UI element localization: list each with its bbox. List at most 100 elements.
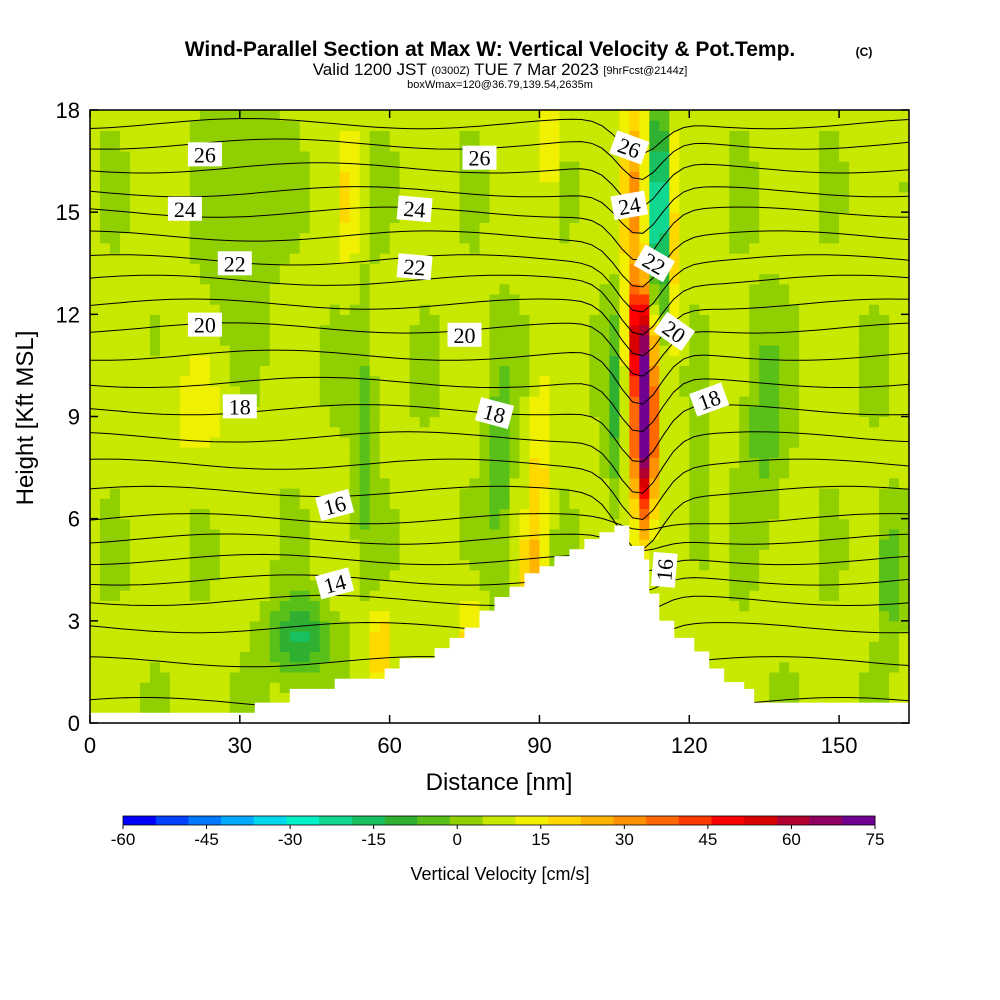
velocity-cell xyxy=(309,477,321,489)
velocity-cell xyxy=(469,344,481,356)
velocity-cell xyxy=(509,518,521,530)
velocity-cell xyxy=(149,477,161,489)
velocity-cell xyxy=(319,518,331,530)
velocity-cell xyxy=(189,549,201,561)
velocity-cell xyxy=(269,263,281,275)
velocity-cell xyxy=(279,242,291,254)
velocity-cell xyxy=(379,304,391,315)
velocity-cell xyxy=(799,304,810,315)
velocity-cell xyxy=(549,273,561,285)
velocity-cell xyxy=(739,590,750,601)
velocity-cell xyxy=(859,365,870,377)
velocity-cell xyxy=(299,518,311,530)
velocity-cell xyxy=(819,304,830,315)
velocity-cell xyxy=(849,283,860,295)
velocity-cell xyxy=(489,385,501,397)
velocity-cell xyxy=(379,130,391,142)
velocity-cell xyxy=(189,406,201,418)
velocity-cell xyxy=(619,263,630,275)
velocity-cell xyxy=(799,253,810,264)
velocity-cell xyxy=(809,212,820,223)
velocity-cell xyxy=(299,498,311,510)
velocity-cell xyxy=(669,610,680,622)
velocity-cell xyxy=(809,559,820,571)
velocity-cell xyxy=(849,375,860,387)
velocity-cell xyxy=(529,314,541,326)
velocity-cell xyxy=(90,528,101,540)
velocity-cell xyxy=(859,406,870,418)
velocity-cell xyxy=(489,498,501,510)
velocity-cell xyxy=(709,579,720,591)
velocity-cell xyxy=(789,600,800,612)
velocity-cell xyxy=(139,620,151,632)
velocity-cell xyxy=(739,110,750,121)
velocity-cell xyxy=(349,283,361,295)
velocity-cell xyxy=(849,508,860,520)
velocity-cell xyxy=(509,385,521,397)
velocity-cell xyxy=(849,549,860,561)
velocity-cell xyxy=(169,682,181,693)
velocity-cell xyxy=(809,406,820,418)
velocity-cell xyxy=(769,528,780,540)
velocity-cell xyxy=(769,661,780,673)
velocity-cell xyxy=(369,161,381,172)
velocity-cell xyxy=(509,150,521,162)
velocity-cell xyxy=(729,365,740,377)
velocity-cell xyxy=(249,191,261,203)
velocity-cell xyxy=(249,518,261,530)
velocity-cell xyxy=(769,222,780,234)
velocity-cell xyxy=(269,610,281,622)
velocity-cell xyxy=(709,161,720,172)
velocity-cell xyxy=(399,110,411,121)
velocity-cell xyxy=(519,416,531,428)
velocity-cell xyxy=(719,375,730,387)
velocity-cell xyxy=(729,671,740,683)
velocity-cell xyxy=(289,610,301,622)
velocity-cell xyxy=(739,671,750,683)
velocity-cell xyxy=(759,447,770,458)
velocity-cell xyxy=(869,130,880,142)
velocity-cell xyxy=(349,416,361,428)
velocity-cell xyxy=(269,406,281,418)
velocity-cell xyxy=(279,426,291,438)
velocity-cell xyxy=(479,334,491,346)
velocity-cell xyxy=(549,457,561,469)
velocity-cell xyxy=(429,293,441,305)
velocity-cell xyxy=(539,365,551,377)
velocity-cell xyxy=(459,477,471,489)
velocity-cell xyxy=(90,692,101,704)
velocity-cell xyxy=(789,661,800,673)
velocity-cell xyxy=(679,201,690,213)
velocity-cell xyxy=(559,539,571,550)
velocity-cell xyxy=(869,344,880,356)
velocity-cell xyxy=(689,467,700,479)
velocity-cell xyxy=(269,396,281,407)
velocity-cell xyxy=(139,181,151,193)
velocity-cell xyxy=(649,385,660,397)
velocity-cell xyxy=(329,610,341,622)
velocity-cell xyxy=(119,539,131,550)
velocity-cell xyxy=(569,150,580,162)
velocity-cell xyxy=(90,222,101,234)
velocity-cell xyxy=(399,385,411,397)
velocity-cell xyxy=(519,130,531,142)
velocity-cell xyxy=(439,161,451,172)
velocity-cell xyxy=(299,365,311,377)
velocity-cell xyxy=(289,528,301,540)
velocity-cell xyxy=(619,171,630,183)
velocity-cell xyxy=(119,436,131,448)
velocity-cell xyxy=(129,191,141,203)
chart-title: Wind-Parallel Section at Max W: Vertical… xyxy=(185,38,796,61)
contour-label: 24 xyxy=(396,195,433,223)
velocity-cell xyxy=(789,590,800,601)
velocity-cell xyxy=(409,620,421,632)
velocity-cell xyxy=(429,436,441,448)
velocity-cell xyxy=(159,130,171,142)
velocity-cell xyxy=(139,682,151,693)
velocity-cell xyxy=(339,293,351,305)
velocity-cell xyxy=(749,661,760,673)
velocity-cell xyxy=(189,365,201,377)
velocity-cell xyxy=(809,263,820,275)
contour-label-bg xyxy=(222,394,257,419)
velocity-cell xyxy=(629,447,640,458)
